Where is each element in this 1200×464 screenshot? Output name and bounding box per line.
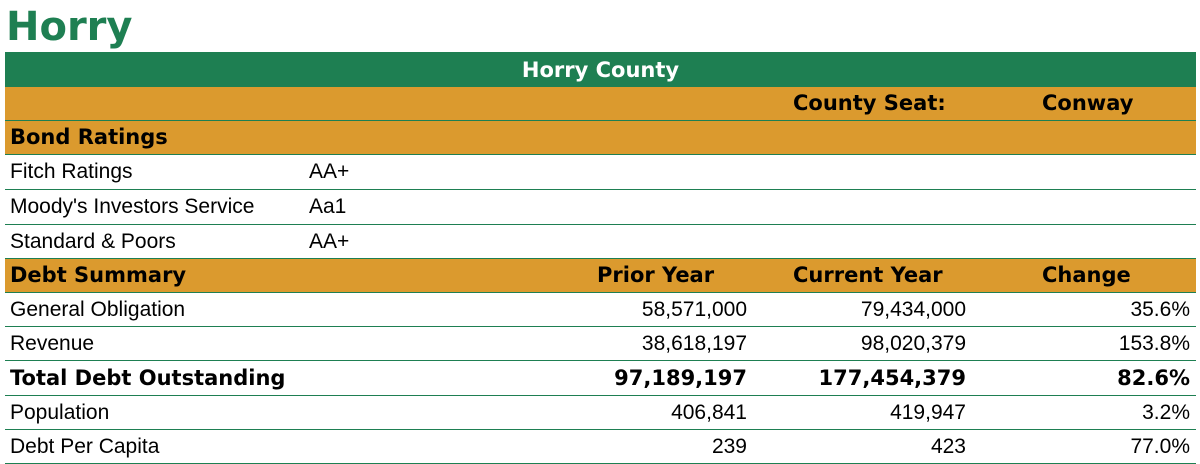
debt-row-debt-per-capita: Debt Per Capita 239 423 77.0%: [5, 430, 1196, 464]
debt-row-label: Revenue: [10, 332, 95, 355]
debt-row-total: Total Debt Outstanding 97,189,197 177,45…: [5, 361, 1196, 396]
county-name: Horry County: [521, 58, 680, 82]
county-seat-value: Conway: [1042, 91, 1134, 115]
rating-agency: Fitch Ratings: [10, 160, 133, 183]
bond-ratings-header: Bond Ratings: [5, 121, 1196, 155]
county-seat-label: County Seat:: [793, 91, 946, 115]
page-title: Horry: [6, 4, 133, 50]
debt-row-revenue: Revenue 38,618,197 98,020,379 153.8%: [5, 327, 1196, 361]
debt-row-label: Total Debt Outstanding: [10, 366, 286, 390]
change-value: 153.8%: [1118, 332, 1190, 355]
change-value: 35.6%: [1130, 298, 1190, 321]
current-year-value: 98,020,379: [860, 332, 966, 355]
debt-summary-header: Debt Summary Prior Year Current Year Cha…: [5, 259, 1196, 293]
prior-year-value: 406,841: [671, 401, 747, 424]
change-value: 82.6%: [1117, 366, 1190, 390]
rating-agency: Standard & Poors: [10, 230, 176, 253]
county-seat-row: County Seat: Conway: [5, 87, 1196, 121]
rating-row: Fitch Ratings AA+: [5, 155, 1196, 190]
debt-row-population: Population 406,841 419,947 3.2%: [5, 396, 1196, 430]
change-value: 77.0%: [1130, 435, 1190, 458]
rating-value: AA+: [309, 230, 350, 253]
rating-row: Standard & Poors AA+: [5, 225, 1196, 259]
debt-row-label: General Obligation: [10, 298, 186, 321]
column-header-prior-year: Prior Year: [597, 263, 715, 287]
prior-year-value: 239: [711, 435, 747, 458]
debt-row-general-obligation: General Obligation 58,571,000 79,434,000…: [5, 293, 1196, 327]
prior-year-value: 38,618,197: [641, 332, 747, 355]
current-year-value: 423: [930, 435, 966, 458]
prior-year-value: 97,189,197: [614, 366, 747, 390]
rating-agency: Moody's Investors Service: [10, 195, 255, 218]
column-header-current-year: Current Year: [793, 263, 943, 287]
column-header-change: Change: [1042, 263, 1131, 287]
current-year-value: 79,434,000: [860, 298, 966, 321]
bond-ratings-title: Bond Ratings: [10, 125, 168, 149]
rating-value: AA+: [309, 160, 350, 183]
debt-row-label: Debt Per Capita: [10, 435, 160, 458]
current-year-value: 419,947: [890, 401, 966, 424]
county-banner: Horry County: [5, 52, 1196, 87]
debt-summary-title: Debt Summary: [10, 263, 187, 287]
rating-value: Aa1: [309, 195, 347, 218]
prior-year-value: 58,571,000: [641, 298, 747, 321]
current-year-value: 177,454,379: [818, 366, 966, 390]
county-table: Horry County County Seat: Conway Bond Ra…: [5, 52, 1196, 464]
rating-row: Moody's Investors Service Aa1: [5, 190, 1196, 225]
debt-row-label: Population: [10, 401, 110, 424]
change-value: 3.2%: [1142, 401, 1190, 424]
